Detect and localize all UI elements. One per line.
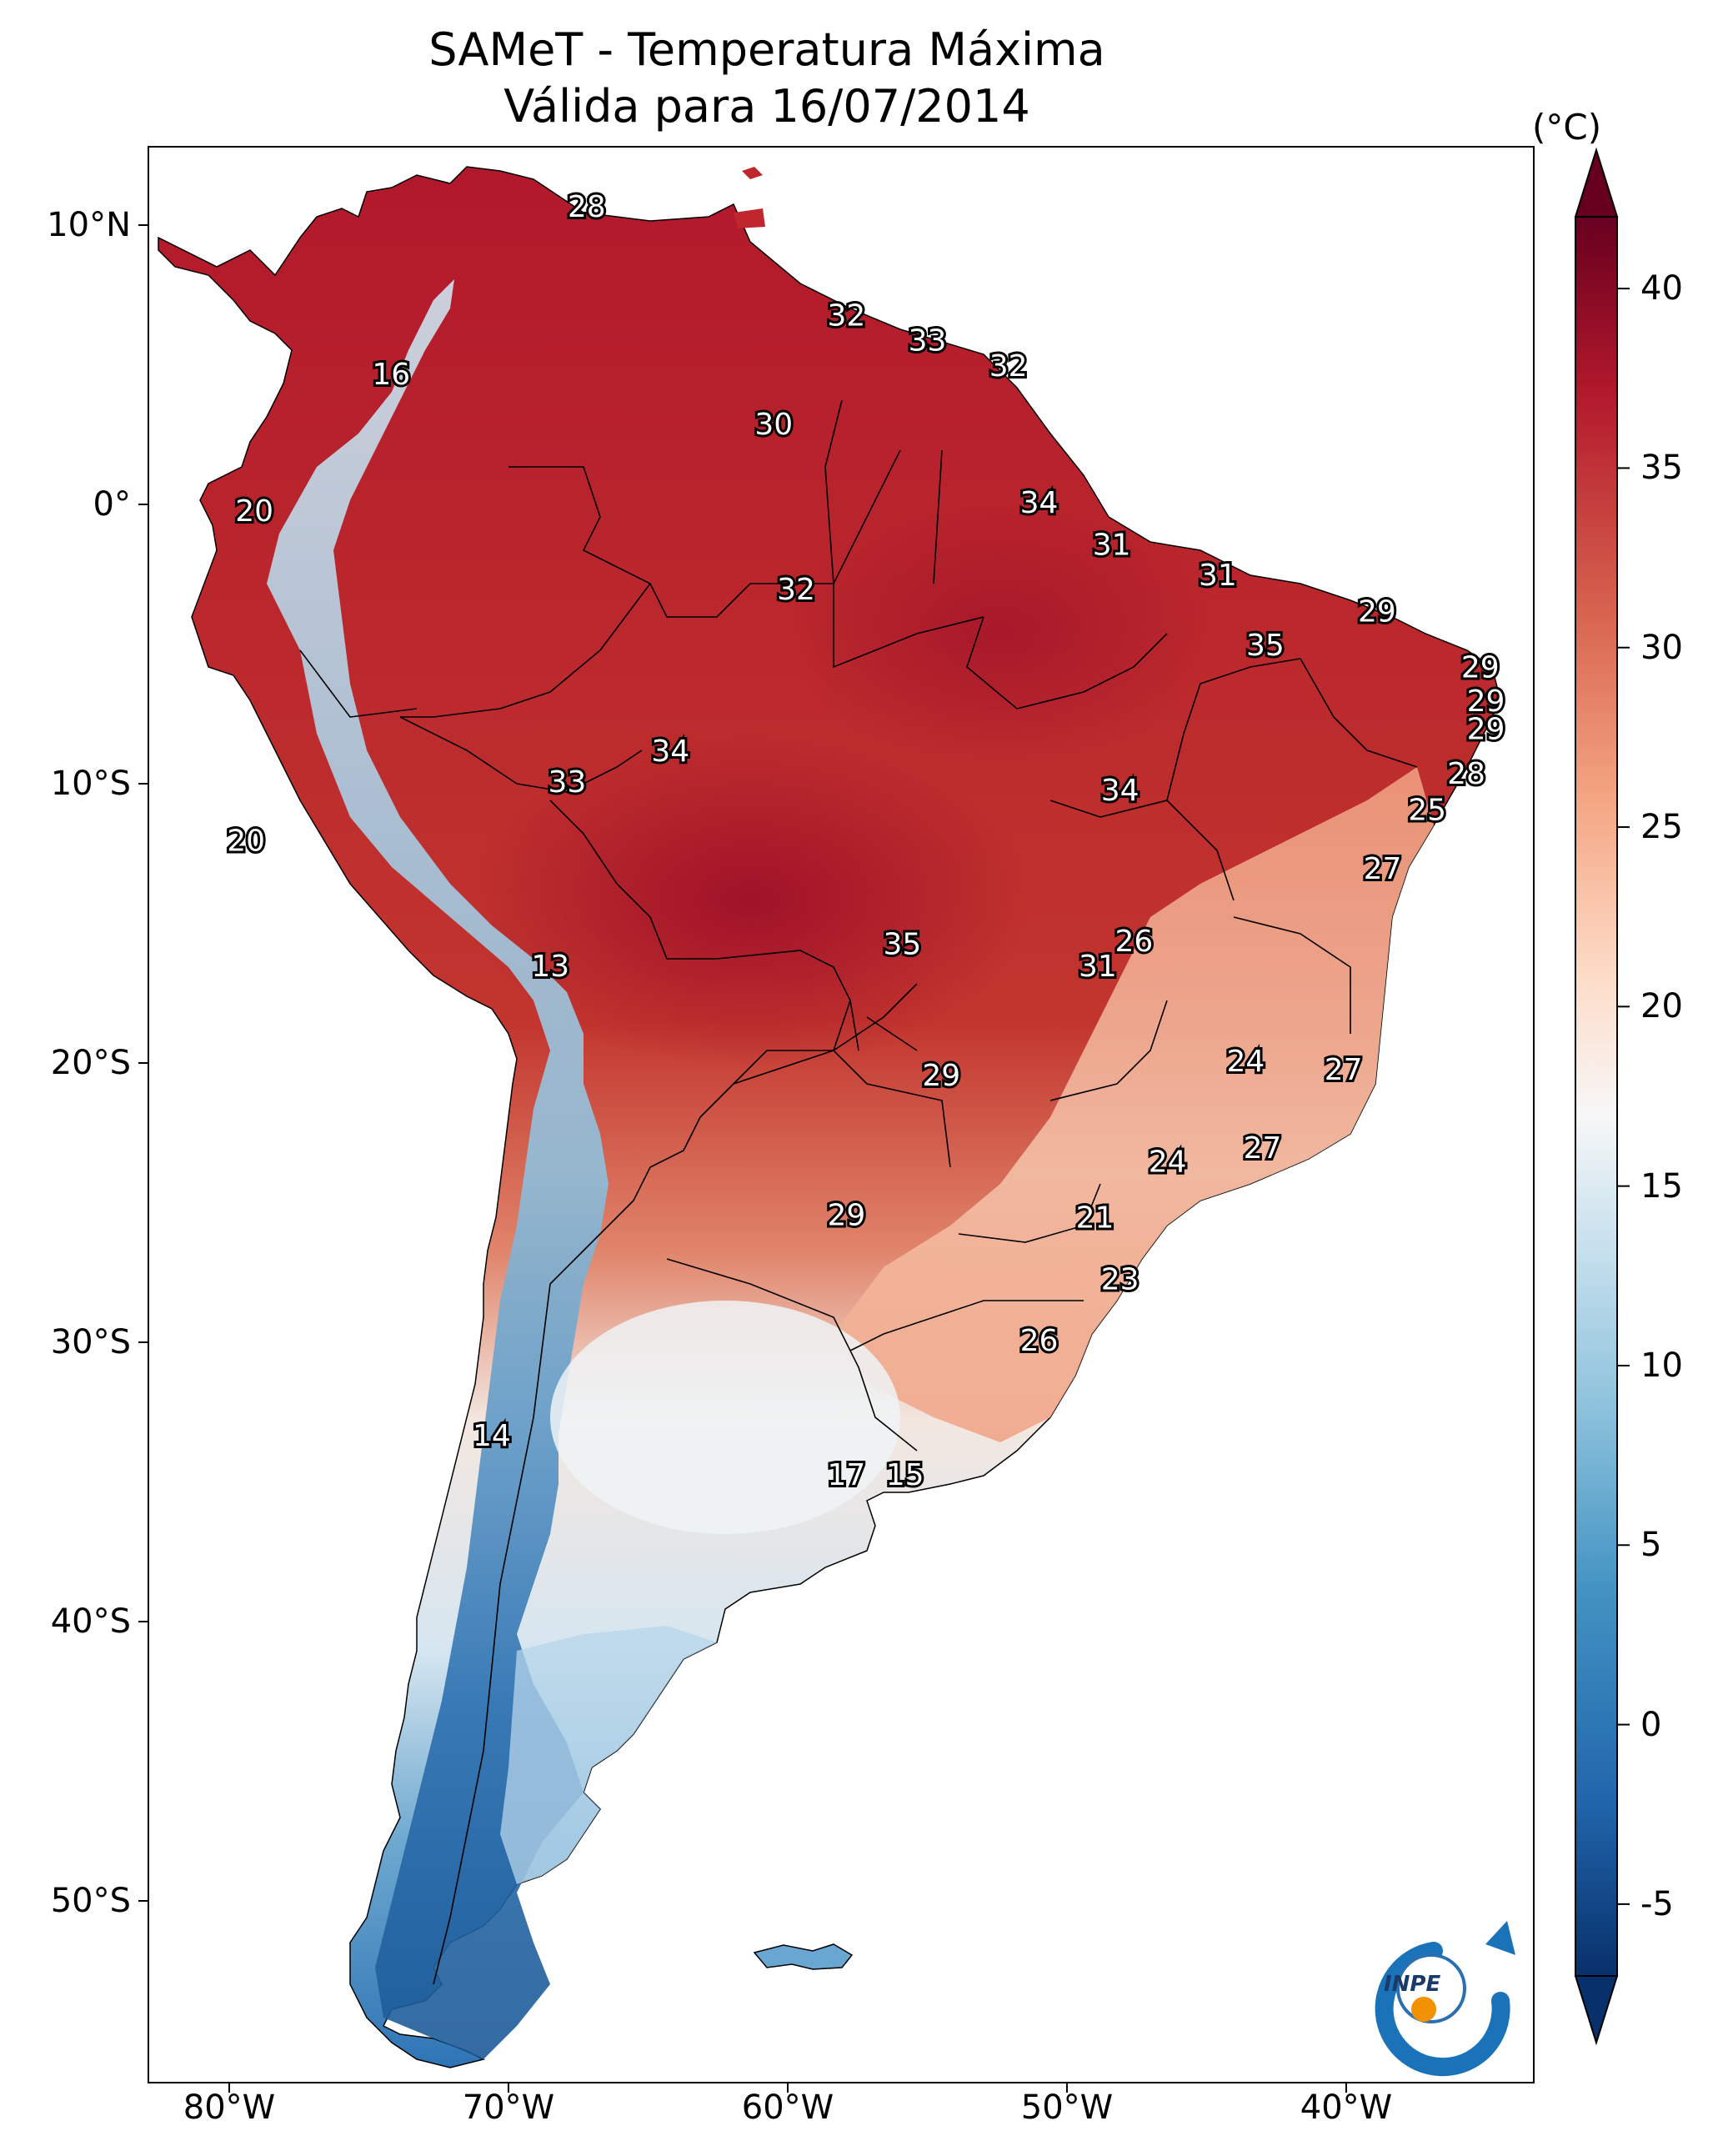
- temperature-label: 31: [1199, 559, 1237, 593]
- temperature-label: 24: [1149, 1146, 1187, 1180]
- hot-core-central: [467, 734, 1034, 1067]
- map-title: SAMeT - Temperatura Máxima: [428, 23, 1105, 76]
- inpe-logo: INPE: [1375, 1921, 1515, 2077]
- map-area: [158, 166, 1501, 2068]
- temperature-label: 25: [1408, 794, 1446, 828]
- caribbean-island: [742, 167, 763, 179]
- temperature-label: 29: [827, 1198, 865, 1232]
- temperature-label: 34: [651, 735, 689, 769]
- falkland-islands: [753, 1943, 854, 1970]
- colorbar-tick-label: 20: [1640, 987, 1683, 1026]
- temperature-label: 34: [1020, 486, 1059, 520]
- latitude-label: 10°N: [47, 206, 131, 244]
- andes-cold-belt: [267, 279, 609, 2059]
- temperature-label: 31: [1093, 528, 1131, 562]
- colorbar-tick-label: 40: [1640, 269, 1683, 308]
- temperature-label: 16: [372, 358, 410, 392]
- temperature-label: 34: [1101, 774, 1139, 808]
- hot-core-north: [784, 500, 1217, 767]
- temperature-label: 29: [922, 1059, 960, 1093]
- temperature-label: 20: [227, 824, 265, 858]
- temperature-label: 35: [1246, 629, 1285, 663]
- country-borders: [299, 399, 1418, 1985]
- temperature-label: 27: [1325, 1053, 1363, 1087]
- colorbar-tick-label: 0: [1640, 1705, 1662, 1744]
- temperature-label: 23: [1101, 1262, 1139, 1296]
- temperature-label: 15: [886, 1458, 924, 1492]
- latitude-label: 40°S: [50, 1602, 131, 1641]
- latitude-label: 10°S: [50, 765, 131, 803]
- temperature-label: 35: [883, 927, 921, 961]
- temperature-label: 26: [1020, 1324, 1059, 1358]
- longitude-label: 40°W: [1300, 2088, 1393, 2127]
- latitude-label: 30°S: [50, 1323, 131, 1361]
- temperature-label: 21: [1076, 1201, 1114, 1236]
- temperature-label: 28: [568, 190, 606, 224]
- latitude-label: 50°S: [50, 1882, 131, 1920]
- temperature-label: 24: [1226, 1045, 1265, 1079]
- temperature-label: 26: [1114, 925, 1153, 959]
- map-frame: [148, 146, 1535, 2083]
- colorbar-unit: (°C): [1532, 107, 1602, 148]
- temperature-label: 32: [827, 299, 865, 333]
- temperature-label: 33: [909, 324, 947, 358]
- colorbar-tick-label: 10: [1640, 1346, 1683, 1385]
- colorbar-tick-label: 35: [1640, 449, 1683, 488]
- colorbar: [1574, 147, 1619, 2046]
- southeast-brazil-region: [834, 767, 1434, 1442]
- temperature-label: 29: [1461, 651, 1500, 685]
- inpe-logo-text: INPE: [1384, 1972, 1440, 1997]
- temperature-label: 13: [531, 950, 569, 984]
- temperature-label: 31: [1079, 950, 1117, 984]
- temperature-label: 17: [827, 1458, 865, 1492]
- longitude-label: 80°W: [183, 2088, 276, 2127]
- axis-ticks: [138, 224, 1347, 2093]
- temperature-label: 30: [754, 408, 793, 442]
- colorbar-tick-label: 25: [1640, 808, 1683, 847]
- temperature-label: 32: [777, 573, 815, 607]
- temperature-label: 33: [548, 765, 586, 800]
- longitude-label: 50°W: [1020, 2088, 1114, 2127]
- latitude-label: 20°S: [50, 1044, 131, 1082]
- temperature-label: 28: [1447, 757, 1485, 791]
- longitude-label: 70°W: [462, 2088, 555, 2127]
- colorbar-tick-label: -5: [1640, 1884, 1674, 1923]
- pampas-mild-region: [550, 1301, 900, 1534]
- temperature-label: 32: [989, 349, 1028, 384]
- temperature-label: 29: [1358, 595, 1396, 629]
- temperature-label: 20: [235, 494, 273, 529]
- patagonia-cool-region: [500, 1626, 717, 1884]
- latitude-label: 0°: [93, 485, 131, 524]
- map-subtitle: Válida para 16/07/2014: [503, 80, 1030, 133]
- colorbar-tick-label: 15: [1640, 1166, 1683, 1206]
- colorbar-ticks: [1617, 288, 1630, 1905]
- longitude-label: 60°W: [741, 2088, 834, 2127]
- temperature-label: 14: [473, 1419, 511, 1453]
- colorbar-tick-label: 5: [1640, 1526, 1662, 1565]
- temperature-label: 27: [1364, 852, 1402, 886]
- colorbar-tick-label: 30: [1640, 628, 1683, 667]
- temperature-label: 27: [1244, 1131, 1282, 1166]
- temperature-label: 29: [1467, 712, 1505, 746]
- temperature-label: 29: [1467, 684, 1505, 719]
- caribbean-island: [734, 208, 765, 228]
